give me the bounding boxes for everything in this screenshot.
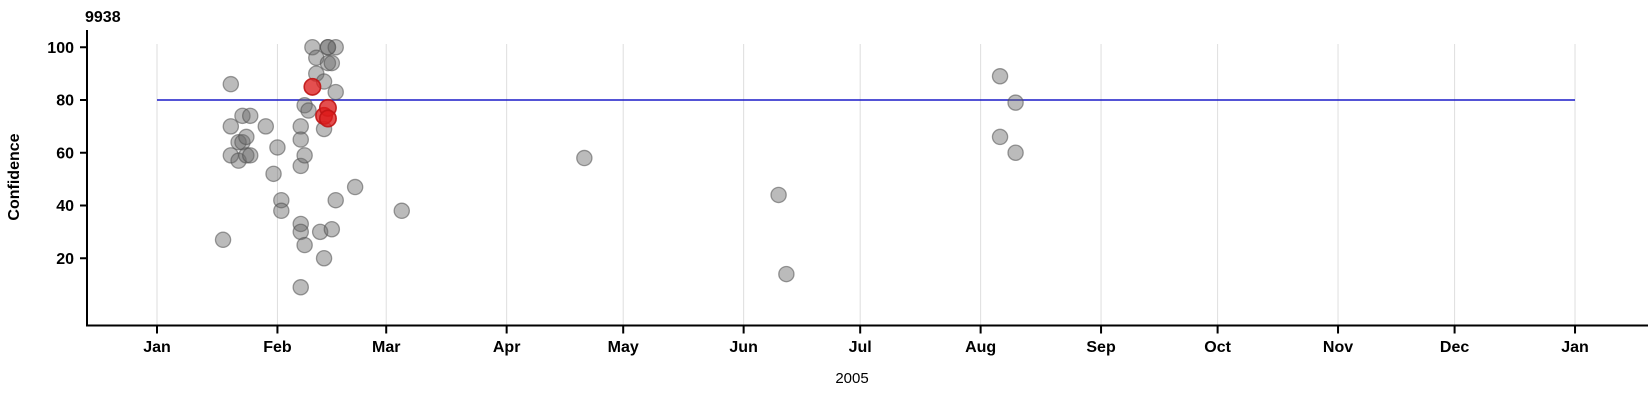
data-point — [323, 54, 341, 72]
y-tick-label: 100 — [47, 40, 74, 57]
y-axis-label: Confidence — [6, 133, 23, 220]
data-point — [393, 202, 411, 220]
x-tick-label: Jan — [1561, 339, 1589, 356]
data-point — [315, 249, 333, 267]
x-tick-label: Apr — [493, 339, 521, 356]
data-point — [1007, 144, 1024, 161]
x-tick-label: Feb — [263, 339, 292, 356]
data-point — [991, 128, 1009, 146]
data-point — [323, 220, 341, 238]
y-tick-label: 20 — [56, 251, 74, 268]
data-point — [300, 102, 317, 119]
axes — [86, 30, 1648, 327]
data-point — [327, 39, 344, 56]
x-tick-label: Jul — [849, 339, 872, 356]
data-point — [292, 118, 309, 135]
data-point — [778, 265, 795, 283]
highlighted-point — [303, 77, 322, 96]
data-point — [327, 83, 344, 101]
data-point — [292, 131, 309, 148]
chart-title: 9938 — [85, 9, 121, 26]
x-tick-label: Sep — [1086, 339, 1116, 356]
x-tick-label: Oct — [1204, 339, 1231, 356]
data-point — [214, 231, 232, 249]
data-point — [576, 149, 593, 167]
month-gridlines — [156, 44, 1576, 325]
y-axis-ticks: 20 40 60 80 100 — [47, 40, 87, 268]
data-point — [319, 54, 337, 72]
data-point — [238, 147, 255, 164]
x-tick-label: Mar — [372, 339, 400, 356]
data-point — [222, 118, 240, 135]
y-tick-label: 80 — [56, 93, 74, 110]
data-point — [241, 147, 259, 164]
data-point — [1007, 94, 1024, 111]
data-point — [292, 223, 309, 241]
y-tick-label: 40 — [56, 198, 74, 215]
data-point — [222, 75, 240, 93]
data-point — [265, 165, 282, 183]
data-point — [269, 139, 286, 156]
x-tick-label: Jan — [143, 339, 171, 356]
data-point — [292, 279, 309, 296]
data-point — [273, 202, 290, 220]
data-point — [296, 147, 313, 164]
data-point — [327, 191, 344, 209]
y-tick-label: 60 — [56, 145, 74, 162]
x-tick-label: May — [608, 339, 639, 356]
data-point — [241, 107, 259, 125]
x-tick-label: Dec — [1440, 339, 1469, 356]
data-point — [296, 236, 313, 254]
x-tick-label: Jun — [729, 339, 757, 356]
x-tick-label: Aug — [965, 339, 996, 356]
highlighted-point — [318, 109, 337, 128]
data-point — [257, 118, 275, 135]
data-point — [991, 68, 1009, 85]
x-tick-label: Nov — [1323, 339, 1353, 356]
highlighted-points — [303, 77, 337, 128]
x-axis-ticks: Jan Feb Mar Apr May Jun Jul Aug Sep Oct Nov Dec Jan — [143, 325, 1589, 356]
data-points — [214, 39, 1024, 296]
data-point — [770, 186, 787, 204]
data-point — [292, 157, 309, 175]
data-point — [346, 178, 364, 196]
data-point — [238, 128, 255, 146]
x-axis-year-label: 2005 — [835, 370, 868, 387]
